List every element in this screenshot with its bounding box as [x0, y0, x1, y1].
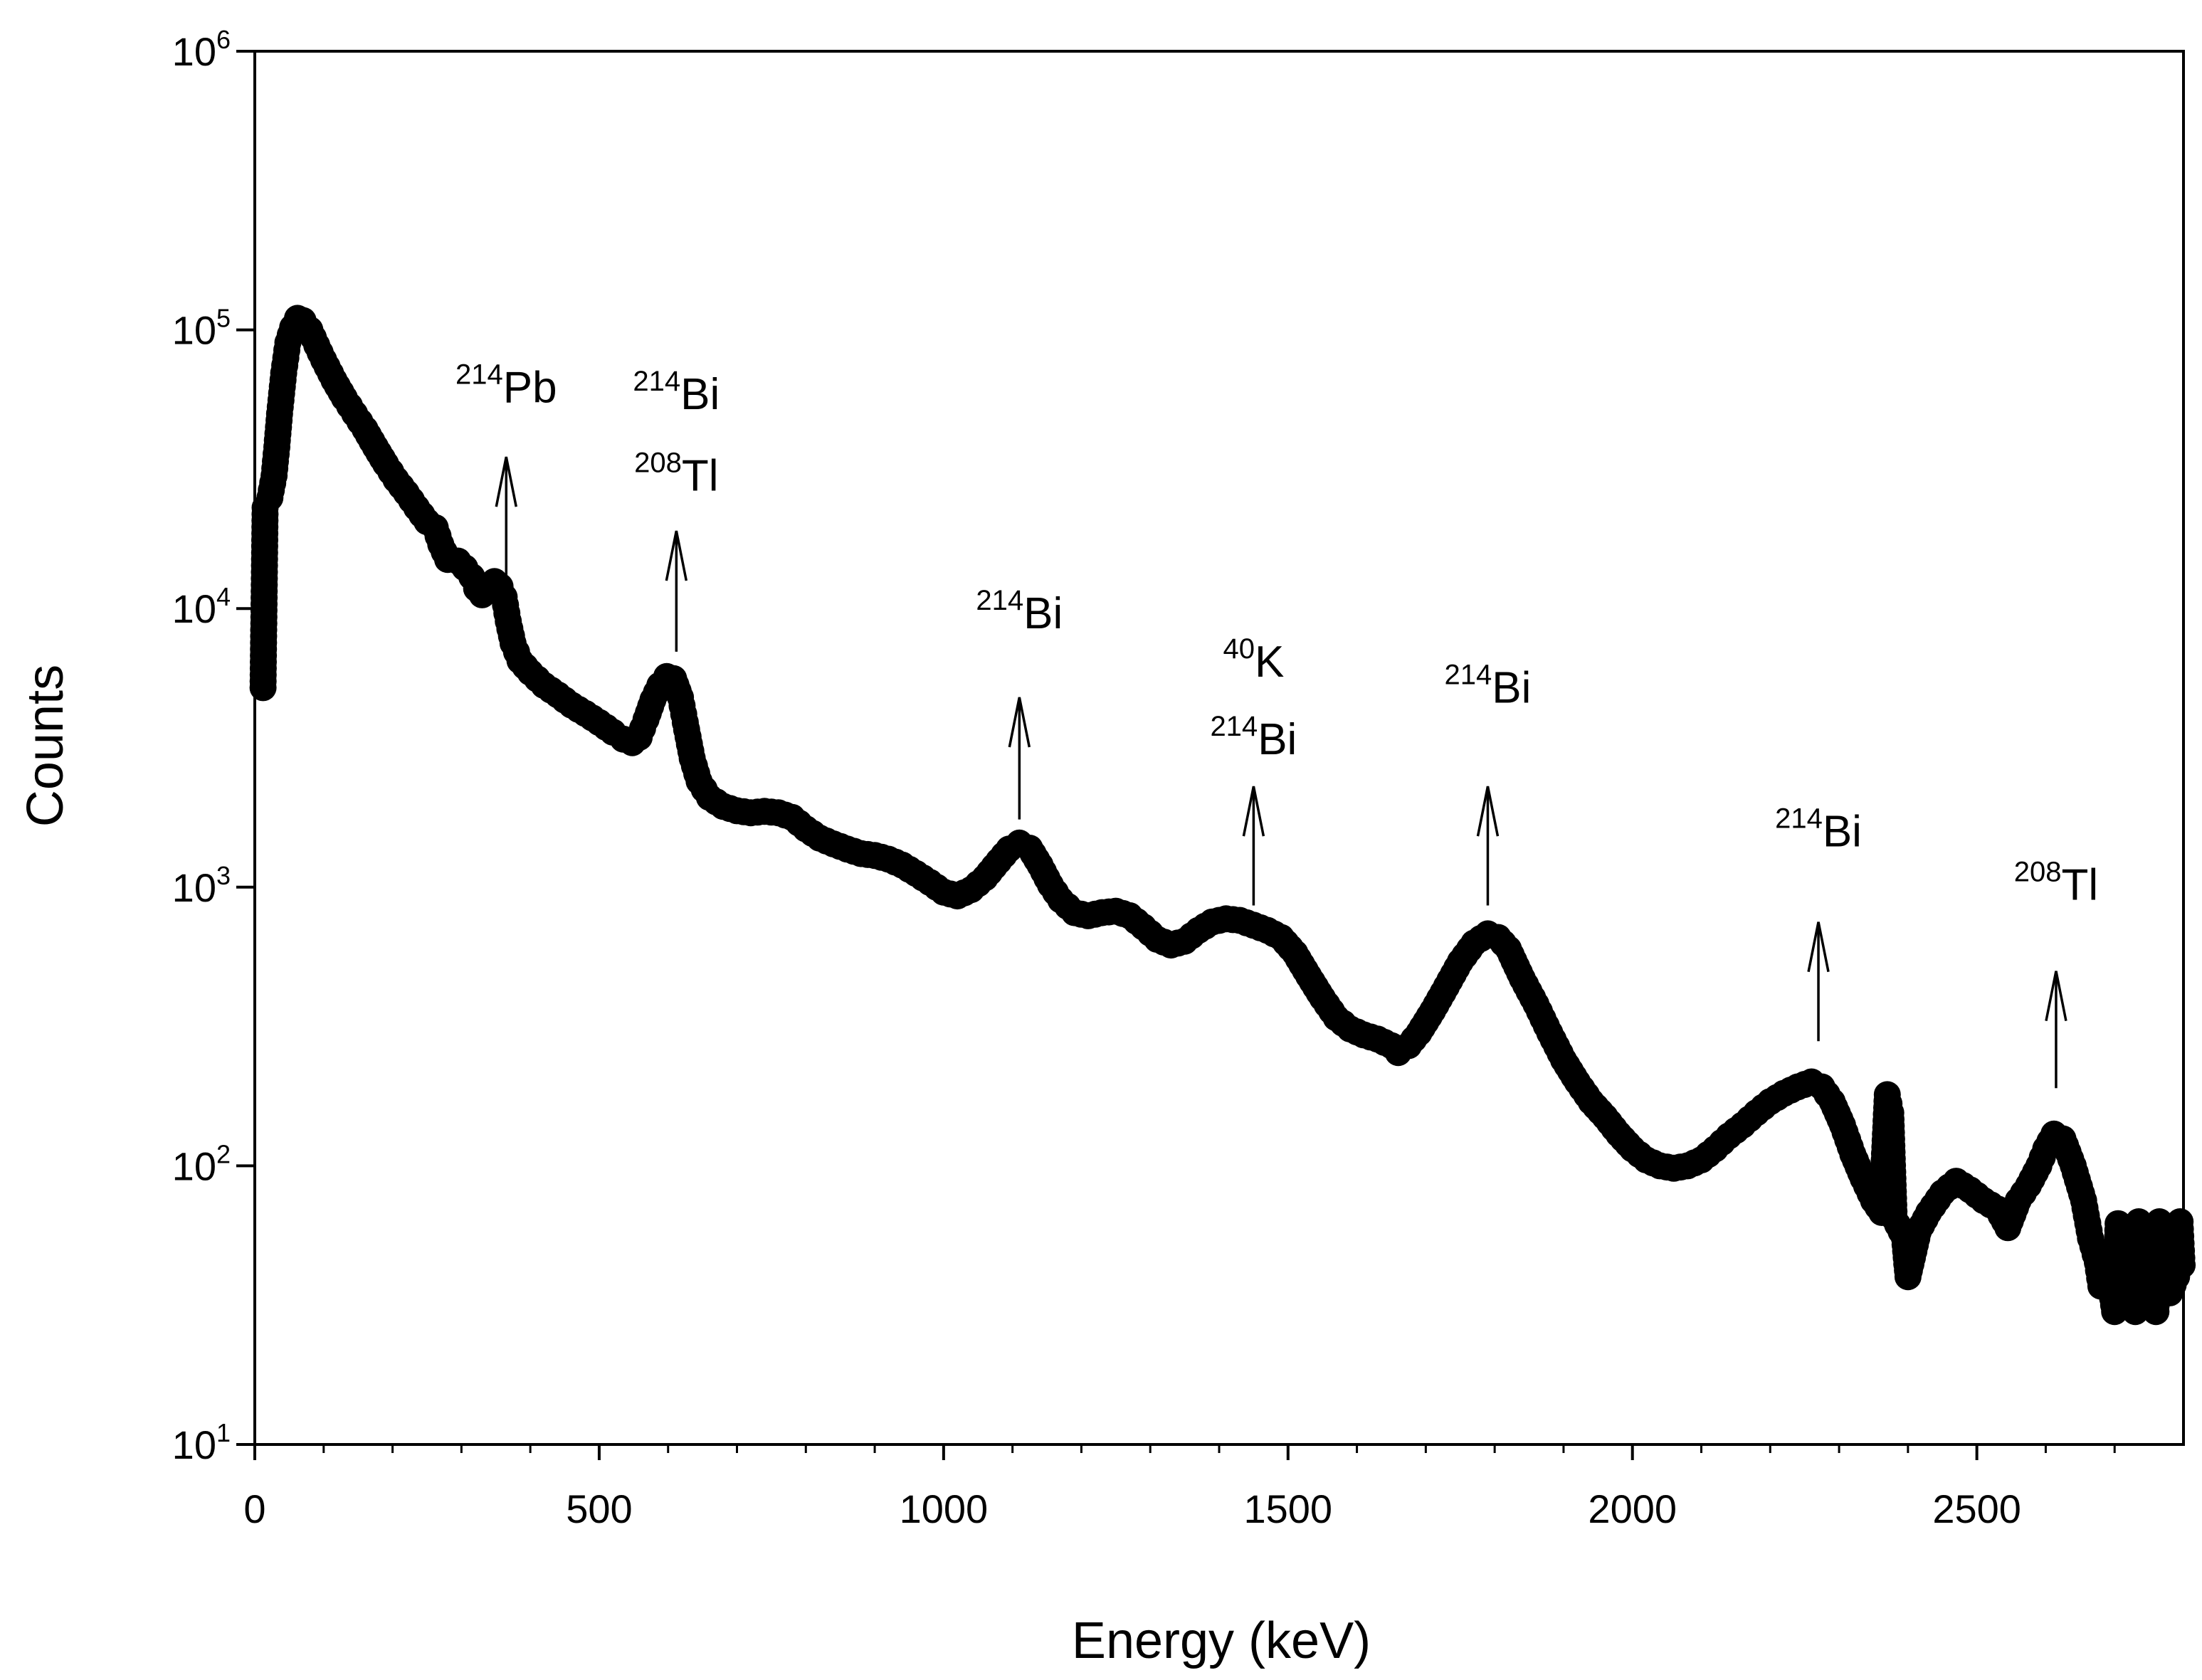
x-axis-title: Energy (keV) — [1072, 1612, 1371, 1669]
y-tick-label: 104 — [172, 582, 231, 631]
isotope-label: 40K — [1223, 633, 1284, 687]
arrow-head — [1008, 697, 1031, 748]
x-tick-label: 500 — [566, 1486, 632, 1531]
y-tick-label: 103 — [172, 861, 231, 910]
axes: 0 500 1000 1500 2000 2500 101 102 103 104 105 106 — [172, 25, 2185, 1531]
x-tick-label: 1500 — [1243, 1486, 1332, 1531]
x-tick-label: 2500 — [1932, 1486, 2021, 1531]
arrow-head — [495, 456, 517, 507]
peak-annotations: 214Pb 214Bi 208Tl 214Bi 40K 214Bi 214Bi 214Bi 20… — [455, 359, 2098, 1089]
isotope-label: 214Bi — [1210, 711, 1297, 764]
y-tick-label: 106 — [172, 25, 231, 74]
y-axis-title: Counts — [17, 665, 74, 827]
y-tick-label: 105 — [172, 304, 231, 353]
x-tick-label: 1000 — [900, 1486, 989, 1531]
arrow-head — [1242, 786, 1265, 837]
isotope-label: 208Tl — [2014, 857, 2098, 910]
y-tick-label: 102 — [172, 1139, 231, 1188]
arrow-head — [1476, 786, 1500, 837]
arrow-head — [2045, 971, 2067, 1022]
isotope-label: 208Tl — [634, 447, 718, 500]
arrow-head — [665, 530, 688, 581]
arrow-head — [1807, 921, 1830, 973]
y-tick-label: 101 — [172, 1418, 231, 1467]
x-tick-label: 2000 — [1588, 1486, 1677, 1531]
isotope-label: 214Pb — [455, 359, 557, 412]
isotope-label: 214Bi — [1775, 803, 1862, 857]
x-tick-label: 0 — [243, 1486, 265, 1531]
isotope-label: 214Bi — [1445, 659, 1532, 712]
isotope-label: 214Bi — [976, 585, 1063, 638]
isotope-label: 214Bi — [633, 366, 720, 419]
data-markers — [249, 305, 2196, 1326]
